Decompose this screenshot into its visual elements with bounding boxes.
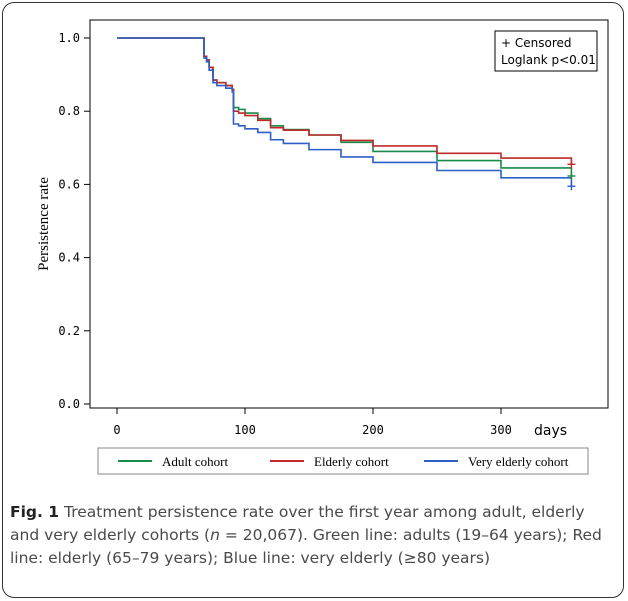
plot-axes [89, 19, 609, 409]
x-axis-title: days [534, 423, 567, 439]
series-line-very-elderly [117, 37, 573, 187]
series-layer [117, 37, 573, 187]
figure-caption: Fig. 1 Treatment persistence rate over t… [10, 501, 614, 570]
x-tick-label-100: 100 [234, 423, 256, 437]
x-tick-label-300: 300 [490, 423, 512, 437]
annotation-box: + Censored Loglank p<0.01 [494, 30, 598, 72]
survival-chart: 0 100 200 300 0.0 0.2 0.4 0.6 0.8 1.0 Persistence… [36, 19, 609, 475]
y-tick-label-4: 0.8 [58, 104, 80, 118]
y-tick-label-5: 1.0 [58, 31, 80, 45]
legend-label-adult: Adult cohort [162, 454, 228, 469]
y-tick-label-1: 0.2 [58, 324, 80, 338]
figure-label: Fig. 1 [10, 503, 60, 521]
legend-box [97, 447, 589, 475]
y-tick-label-0: 0.0 [58, 397, 80, 411]
x-tick-label-200: 200 [362, 423, 384, 437]
caption-n-symbol: n [210, 526, 220, 544]
y-tick-label-3: 0.6 [58, 177, 80, 191]
caption-text-1: Treatment persistence rate over the firs… [10, 503, 585, 544]
legend-label-elderly: Elderly cohort [314, 454, 389, 469]
plot-frame [89, 19, 609, 409]
x-tick-label-0: 0 [113, 423, 120, 437]
annotation-line-1: + Censored [501, 36, 572, 50]
caption-text-2: = 20,067). Green line: adults (19–64 yea… [10, 526, 602, 567]
legend-label-very-elderly: Very elderly cohort [468, 454, 569, 469]
y-tick-label-2: 0.4 [58, 251, 80, 265]
annotation-line-2: Loglank p<0.01 [501, 53, 596, 67]
censor-marks [567, 160, 576, 191]
legend: Adult cohort Elderly cohort Very elderly… [97, 447, 589, 475]
y-axis-title: Persistence rate [36, 177, 52, 271]
axis-ticks: 0 100 200 300 0.0 0.2 0.4 0.6 0.8 1.0 [58, 31, 512, 437]
